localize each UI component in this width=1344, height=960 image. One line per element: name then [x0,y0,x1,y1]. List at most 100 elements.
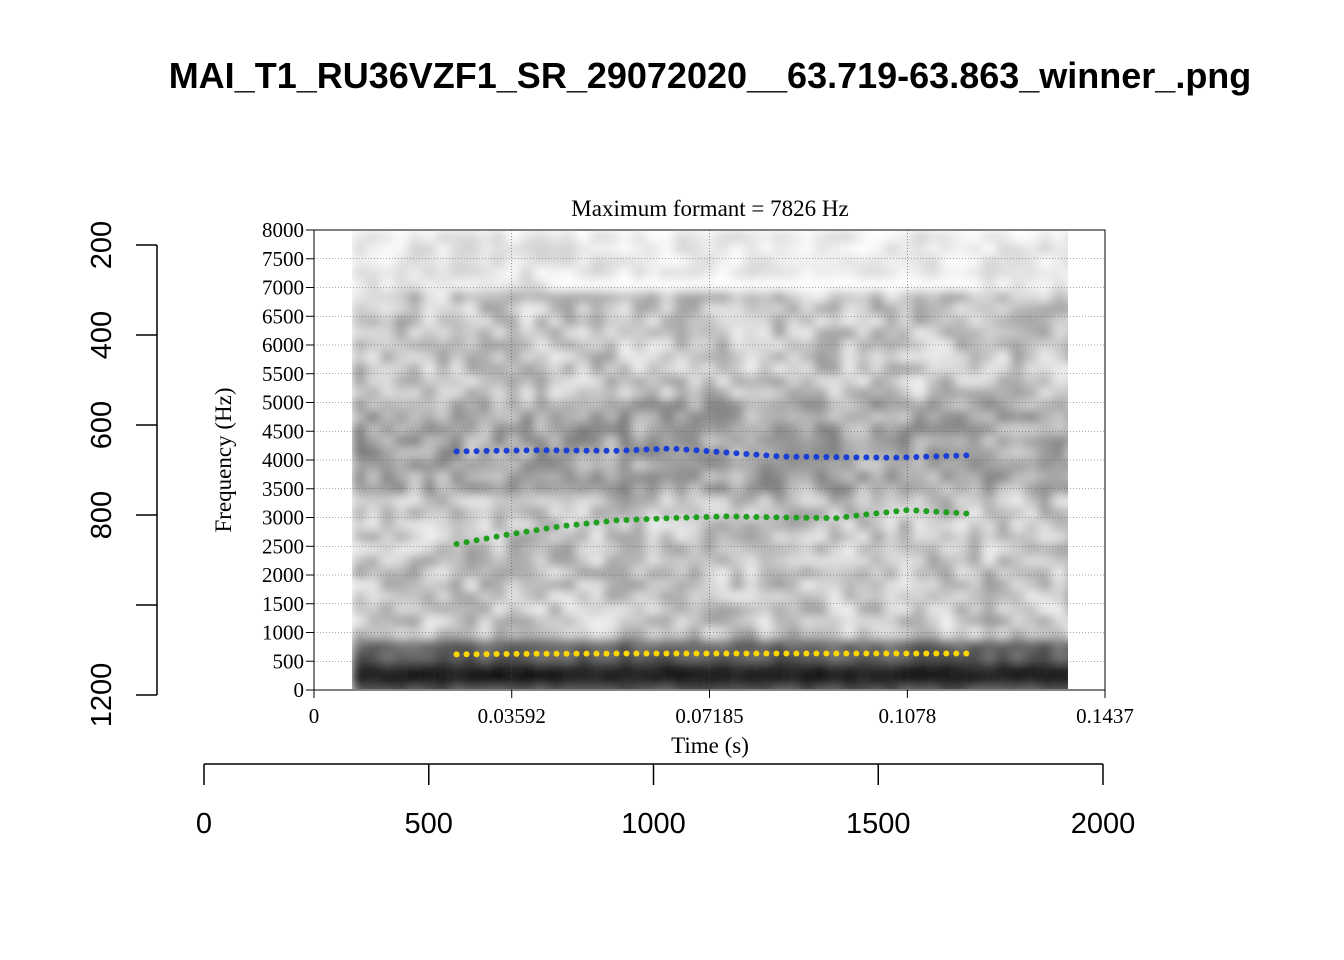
y-tick-label: 2000 [262,563,304,587]
formant-3-point [563,447,570,454]
formant-2-point [873,510,880,517]
formant-2-point [673,514,680,521]
formant-3-point [883,454,890,461]
formant-1-point [463,651,470,658]
formant-3-point [633,446,640,453]
formant-2-point [483,535,490,542]
formant-1-point [583,650,590,657]
formant-3-point [793,453,800,460]
formant-3-point [533,447,540,454]
formant-2-point [623,516,630,523]
formant-2-point [893,508,900,515]
formant-3-point [903,454,910,461]
figure-title: MAI_T1_RU36VZF1_SR_29072020__63.719-63.8… [168,55,1252,96]
formant-3-point [813,453,820,460]
formant-2-point [813,514,820,521]
formant-1-point [913,650,920,657]
formant-1-point [793,650,800,657]
formant-1-point [713,650,720,657]
formant-2-point [513,530,520,537]
formant-1-point [703,650,710,657]
formant-2-point [503,531,510,538]
formant-1-point [783,650,790,657]
formant-3-point [673,445,680,452]
y-tick-label: 4000 [262,448,304,472]
formant-1-point [893,650,900,657]
formant-2-point [603,518,610,525]
formant-2-point [523,528,530,535]
y-tick-label: 7000 [262,276,304,300]
formant-3-point [573,447,580,454]
formant-1-point [803,650,810,657]
formant-2-point [543,525,550,532]
formant-3-point [783,453,790,460]
formant-3-point [703,448,710,455]
formant-2-point [903,507,910,514]
formant-2-point [613,517,620,524]
formant-3-point [593,447,600,454]
formant-3-point [853,454,860,461]
formant-2-point [593,519,600,526]
formant-3-point [453,448,460,455]
formant-2-point [723,513,730,520]
formant-3-point [743,450,750,457]
formant-1-point [593,650,600,657]
formant-2-point [853,512,860,519]
y-tick-label: 6500 [262,304,304,328]
formant-1-point [503,650,510,657]
y-tick-label: 6000 [262,333,304,357]
formant-2-point [913,507,920,514]
outer-y-tick-label: 400 [86,311,118,359]
outer-x-tick-label: 0 [196,808,212,840]
formant-3-point [483,447,490,454]
formant-3-point [753,451,760,458]
outer-axes: 0 500 1000 1500 2000 200 400 600 800 1200 [86,221,1135,840]
x-tick-label: 0.03592 [478,704,546,728]
formant-3-point [663,445,670,452]
formant-1-point [683,650,690,657]
formant-2-point [943,509,950,516]
formant-3-point [623,447,630,454]
formant-3-point [603,447,610,454]
y-tick-label: 0 [294,678,305,702]
formant-1-point [943,650,950,657]
formant-3-point [773,453,780,460]
formant-1-point [513,650,520,657]
formant-1-point [873,650,880,657]
y-tick-label: 1500 [262,592,304,616]
formant-1-point [853,650,860,657]
formant-3-point [613,447,620,454]
formant-2-point [833,515,840,522]
time-axis: 0 0.03592 0.07185 0.1078 0.1437 [309,690,1134,728]
formant-1-point [483,651,490,658]
formant-3-point [943,453,950,460]
y-tick-label: 8000 [262,218,304,242]
y-tick-label: 7500 [262,247,304,271]
formant-2-point [703,513,710,520]
outer-x-tick-label: 1500 [846,808,911,840]
formant-3-point [653,446,660,453]
formant-3-point [503,447,510,454]
x-tick-label: 0.1078 [879,704,937,728]
formant-1-point [753,650,760,657]
formant-1-point [633,650,640,657]
formant-3-point [913,453,920,460]
formant-3-point [953,452,960,459]
formant-tracks [453,445,970,658]
formant-1-point [603,650,610,657]
formant-2-point [463,539,470,546]
formant-2-point [533,527,540,534]
outer-y-axis: 200 400 600 800 1200 [86,221,158,727]
formant-3-point [873,454,880,461]
y-tick-label: 2500 [262,534,304,558]
formant-3-point [643,446,650,453]
y-tick-label: 4500 [262,419,304,443]
formant-3-point [933,453,940,460]
praat-spectrogram-panel: 0 500 1000 1500 2000 2500 3000 3500 4000 4500 5000… [211,196,1134,758]
chart-title: Maximum formant = 7826 Hz [571,196,848,221]
formant-2-point [493,533,500,540]
formant-1-point [653,650,660,657]
formant-2-point [573,521,580,528]
formant-1-point [963,650,970,657]
y-axis-label: Frequency (Hz) [211,388,236,533]
